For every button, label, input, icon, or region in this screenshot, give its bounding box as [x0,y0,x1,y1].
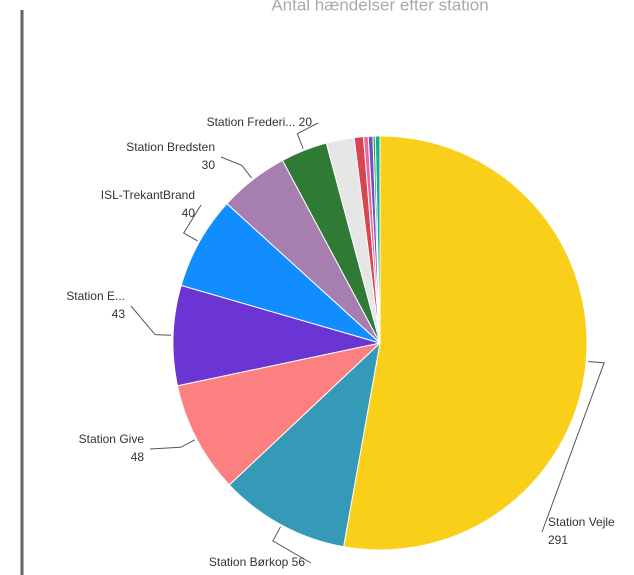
pie-slice [343,135,588,551]
slice-label: Station Børkop 56 [209,555,305,569]
leader-line [296,122,319,149]
leader-line [130,305,172,336]
slice-value: 40 [182,206,196,220]
slice-value: 48 [131,450,145,464]
slice-name: Station Vejle [548,515,615,529]
slice-name: Station Børkop [209,555,289,569]
leader-line [272,526,312,564]
leader-line [182,204,202,242]
chart-title: Antal hændelser efter station [271,0,488,14]
slice-name: Station Frederi... [207,115,296,129]
pie-slice [374,135,381,344]
pie-slice [176,342,382,486]
pie-slice [172,284,381,387]
leader-line [149,439,196,450]
slice-label: Station Frederi... 20 [207,115,313,129]
slice-value: 43 [112,307,126,321]
slice-value: 30 [202,158,216,172]
slice-value: 291 [548,533,568,547]
slice-name: Station Bredsten [126,140,215,154]
slice-value: 56 [292,555,306,569]
slice-name: Station Give [79,432,145,446]
slice-value: 20 [299,115,313,129]
leader-line [541,360,605,533]
leader-line [220,156,253,179]
slice-name: ISL-TrekantBrand [101,188,195,202]
pie-slice [228,341,381,548]
slice-name: Station E... [66,289,125,303]
